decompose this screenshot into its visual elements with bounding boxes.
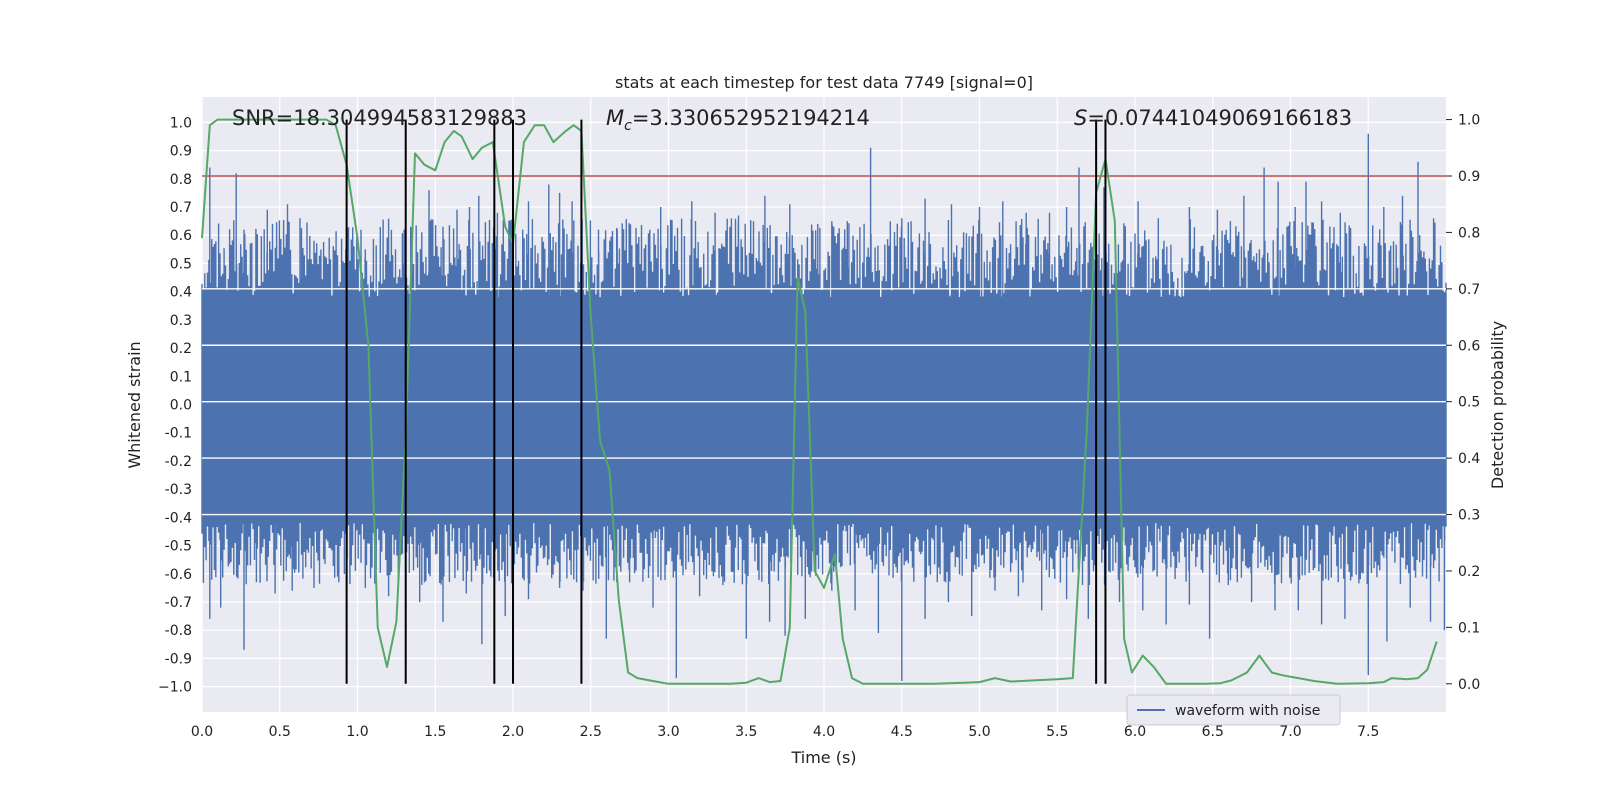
detection-probability-series	[201, 118, 1438, 685]
horizontal-white-lines	[202, 288, 1446, 516]
x-axis-label: Time (s)	[790, 748, 856, 767]
y-tick-label: 0.1	[170, 369, 192, 385]
y2-tick-label: 0.0	[1458, 677, 1480, 693]
legend-label: waveform with noise	[1175, 703, 1320, 719]
y-tick-label: 0.6	[170, 228, 192, 244]
x-tick-label: 4.5	[891, 724, 913, 740]
y2-tick-label: 0.8	[1458, 225, 1480, 241]
y2-tick-label: 0.6	[1458, 338, 1480, 354]
x-tick-label: 6.5	[1202, 724, 1224, 740]
x-tick-label: 1.0	[346, 724, 368, 740]
legend-box	[1126, 694, 1341, 726]
y-tick-label: 0.8	[170, 172, 192, 188]
probability-line	[201, 118, 1438, 685]
y-tick-label: 0.2	[170, 341, 192, 357]
x-tick-label: 3.0	[657, 724, 679, 740]
x-tick-label: 4.0	[813, 724, 835, 740]
s-annotation: S=0.07441049069166183	[1074, 106, 1352, 130]
x-tick-label: 7.5	[1357, 724, 1379, 740]
y-tick-label: -0.2	[165, 454, 192, 470]
y2-tick-label: 1.0	[1458, 113, 1480, 129]
y-tick-label: 0.7	[170, 200, 192, 216]
y-tick-label: -0.4	[165, 510, 192, 526]
x-tick-label: 0.0	[191, 724, 213, 740]
y-tick-label: -0.5	[165, 539, 192, 555]
y2-tick-label: 0.3	[1458, 508, 1480, 524]
y-tick-label: -0.1	[165, 426, 192, 442]
y-tick-label: -0.3	[165, 482, 192, 498]
y-axis-label: Whitened strain	[125, 341, 144, 468]
y-tick-label: 1.0	[170, 115, 192, 131]
y2-tick-label: 0.1	[1458, 620, 1480, 636]
y-tick-label: -0.7	[165, 595, 192, 611]
x-tick-label: 1.5	[424, 724, 446, 740]
x-tick-label: 2.0	[502, 724, 524, 740]
y-tick-label: 0.3	[170, 313, 192, 329]
chart-title: stats at each timestep for test data 774…	[615, 73, 1033, 92]
x-tick-label: 5.5	[1046, 724, 1068, 740]
x-axis-ticks: 0.0 0.5 1.0 1.5 2.0 2.5 3.0 3.5 4.0 4.5 5.0 5.5 6.0 6…	[191, 724, 1380, 740]
left-y-axis-ticks: 1.0 0.9 0.8 0.7 0.6 0.5 0.4 0.3 0.2 0.1 0.0 -0.1 -0.…	[158, 115, 192, 695]
y-tick-label: -0.9	[165, 651, 192, 667]
x-tick-label: 6.0	[1124, 724, 1146, 740]
y2-tick-label: 0.2	[1458, 564, 1480, 580]
x-tick-label: 0.5	[269, 724, 291, 740]
vertical-markers	[345, 119, 1107, 684]
y2-tick-label: 0.7	[1458, 282, 1480, 298]
right-y-axis-ticks: 1.0 0.9 0.8 0.7 0.6 0.5 0.4 0.3 0.2 0.1 0.0	[1446, 113, 1480, 693]
legend: waveform with noise	[1126, 694, 1341, 726]
x-tick-label: 2.5	[580, 724, 602, 740]
y-tick-label: 0.4	[170, 285, 192, 301]
x-tick-label: 5.0	[968, 724, 990, 740]
chirp-mass-annotation: Mc=3.330652952194214	[606, 106, 870, 134]
snr-annotation: SNR=18.304994583129883	[232, 106, 527, 130]
y-tick-label: 0.5	[170, 256, 192, 272]
y2-tick-label: 0.5	[1458, 395, 1480, 411]
y2-tick-label: 0.4	[1458, 451, 1480, 467]
y2-tick-label: 0.9	[1458, 169, 1480, 185]
y-tick-label: -0.8	[165, 623, 192, 639]
y-tick-label: 0.0	[170, 398, 192, 414]
x-tick-label: 7.0	[1279, 724, 1301, 740]
y-tick-label: -0.6	[165, 567, 192, 583]
y-tick-label: 0.9	[170, 144, 192, 160]
x-tick-label: 3.5	[735, 724, 757, 740]
y2-axis-label: Detection probability	[1488, 321, 1507, 489]
y-tick-label: −1.0	[158, 680, 192, 696]
